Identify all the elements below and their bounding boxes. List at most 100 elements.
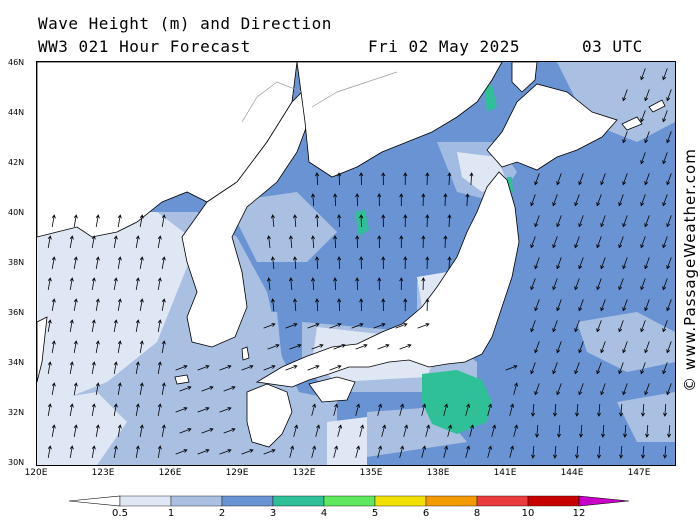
wave-direction-arrow (377, 277, 382, 291)
wave-direction-arrow (95, 214, 100, 227)
wave-direction-arrow (359, 298, 364, 312)
wave-direction-arrow (157, 445, 162, 458)
wave-direction-arrow (421, 445, 427, 458)
wave-direction-arrow (487, 403, 493, 416)
wave-direction-arrow (399, 235, 404, 248)
wave-direction-arrow (381, 172, 386, 186)
wave-direction-arrow (618, 278, 624, 291)
latitude-label: 46N (8, 58, 25, 67)
colorbar-cell (221, 495, 274, 507)
wave-direction-arrow (556, 299, 562, 312)
wave-direction-arrow (69, 277, 74, 290)
japan-honshu (255, 171, 520, 388)
wave-direction-arrow (619, 445, 624, 459)
wave-direction-arrow (175, 365, 188, 371)
wave-direction-arrow (219, 365, 232, 371)
wave-direction-arrow (139, 340, 144, 353)
wave-direction-arrow (666, 299, 672, 312)
wave-direction-arrow (417, 323, 430, 329)
wave-direction-arrow (359, 256, 364, 270)
wave-direction-arrow (47, 445, 52, 458)
korea (181, 91, 313, 348)
longitude-label: 120E (24, 468, 48, 478)
wave-direction-arrow (289, 344, 302, 350)
wave-direction-arrow (465, 445, 471, 458)
wave-direction-arrow (596, 278, 602, 291)
wave-direction-arrow (381, 424, 387, 437)
wave-direction-arrow (640, 194, 646, 207)
wave-direction-arrow (201, 428, 214, 434)
colorbar-cell (425, 495, 478, 507)
wave-direction-arrow (403, 298, 408, 312)
wave-direction-arrow (73, 256, 78, 269)
wave-direction-arrow (644, 215, 650, 228)
wave-direction-arrow (329, 323, 342, 329)
wave-direction-arrow (315, 298, 320, 312)
wave-direction-arrow (329, 365, 342, 371)
wave-direction-arrow (333, 445, 339, 458)
wave-direction-arrow (241, 365, 254, 371)
wave-direction-arrow (333, 277, 338, 291)
wave-direction-arrow (91, 319, 96, 332)
wave-direction-arrow (337, 214, 342, 228)
wave-direction-arrow (263, 323, 276, 329)
colorbar-cell (119, 495, 172, 507)
wave-direction-arrow (337, 298, 342, 312)
wave-direction-arrow (535, 424, 540, 438)
wave-direction-arrow (556, 383, 562, 396)
wave-direction-arrow (399, 403, 405, 416)
wave-direction-arrow (270, 214, 275, 228)
wave-direction-arrow (509, 403, 515, 416)
wave-direction-arrow (47, 403, 52, 416)
wave-direction-arrow (644, 131, 650, 144)
wave-direction-arrow (553, 403, 558, 417)
wave-direction-arrow (161, 424, 166, 437)
wave-direction-arrow (91, 361, 96, 374)
wave-direction-arrow (530, 362, 536, 375)
wave-direction-arrow (333, 235, 338, 249)
wave-direction-arrow (666, 89, 672, 102)
colorbar-label: 2 (218, 508, 226, 519)
wave-direction-arrow (91, 235, 96, 248)
wave-direction-arrow (663, 403, 668, 417)
wave-direction-arrow (556, 257, 562, 270)
wave-direction-arrow (355, 445, 361, 458)
wave-direction-arrow (556, 215, 562, 228)
wave-direction-arrow (552, 278, 558, 291)
wave-direction-arrow (95, 424, 100, 437)
wave-direction-arrow (618, 236, 624, 249)
wave-direction-arrow (91, 403, 96, 416)
wave-direction-arrow (399, 445, 405, 458)
wave-direction-arrow (266, 277, 271, 291)
wave-direction-arrow (667, 424, 672, 438)
wave-direction-arrow (403, 172, 408, 186)
wave-direction-arrow (91, 277, 96, 290)
wave-direction-arrow (139, 256, 144, 269)
wave-direction-arrow (425, 214, 430, 228)
wave-direction-arrow (377, 235, 382, 249)
wave-direction-arrow (575, 445, 580, 459)
colorbar-cell (527, 495, 580, 507)
latitude-label: 32N (8, 408, 25, 417)
wave-direction-arrow (355, 235, 360, 249)
wave-direction-arrow (95, 382, 100, 395)
wave-direction-arrow (505, 365, 518, 371)
wave-direction-arrow (117, 214, 122, 227)
wave-direction-arrow (600, 257, 606, 270)
longitude-label: 132E (292, 468, 316, 478)
wave-direction-arrow (534, 299, 540, 312)
wave-direction-arrow (113, 445, 118, 458)
wave-direction-arrow (447, 256, 452, 270)
wave-direction-arrow (219, 449, 232, 455)
forecast-run: WW3 021 Hour Forecast (38, 37, 251, 56)
wave-direction-arrow (270, 256, 275, 270)
wave-direction-arrow (601, 424, 606, 438)
wave-direction-arrow (175, 407, 188, 413)
wave-direction-arrow (95, 298, 100, 311)
wave-direction-arrow (293, 214, 298, 228)
wave-direction-arrow (465, 403, 471, 416)
wave-direction-arrow (377, 445, 383, 458)
wave-direction-arrow (47, 235, 52, 248)
wave-direction-arrow (359, 424, 365, 437)
credit-text: © www.PassageWeather.com (681, 148, 699, 392)
